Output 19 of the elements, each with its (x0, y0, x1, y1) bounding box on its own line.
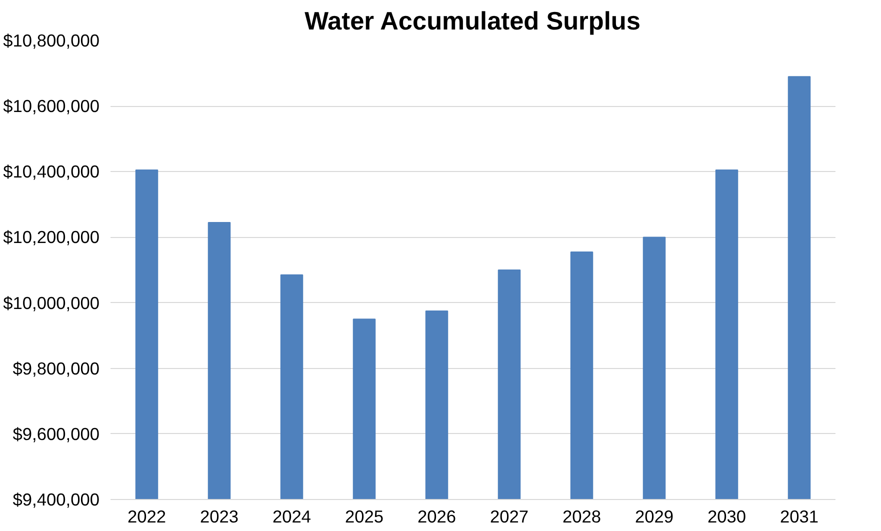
y-tick-label: $10,000,000 (3, 292, 100, 313)
y-tick-label: $10,800,000 (3, 30, 100, 50)
y-tick-label: $10,400,000 (3, 162, 100, 182)
x-tick-label: 2024 (272, 506, 312, 526)
x-tick-label: 2028 (562, 506, 602, 526)
x-tick-label: 2031 (780, 506, 819, 526)
chart-title: Water Accumulated Surplus (304, 8, 640, 36)
y-tick-label: $9,600,000 (12, 424, 100, 444)
x-tick-label: 2027 (490, 506, 529, 526)
x-tick-label: 2030 (707, 506, 746, 526)
y-tick-label: $10,600,000 (3, 96, 100, 116)
y-tick-label: $10,200,000 (3, 227, 100, 248)
x-tick-label: 2025 (344, 506, 384, 526)
y-tick-label: $9,400,000 (12, 490, 100, 510)
x-tick-label: 2023 (200, 506, 239, 526)
x-tick-label: 2026 (417, 506, 456, 526)
x-tick-label: 2022 (127, 506, 166, 526)
y-tick-label: $9,800,000 (12, 358, 100, 378)
x-tick-label: 2029 (634, 506, 674, 526)
